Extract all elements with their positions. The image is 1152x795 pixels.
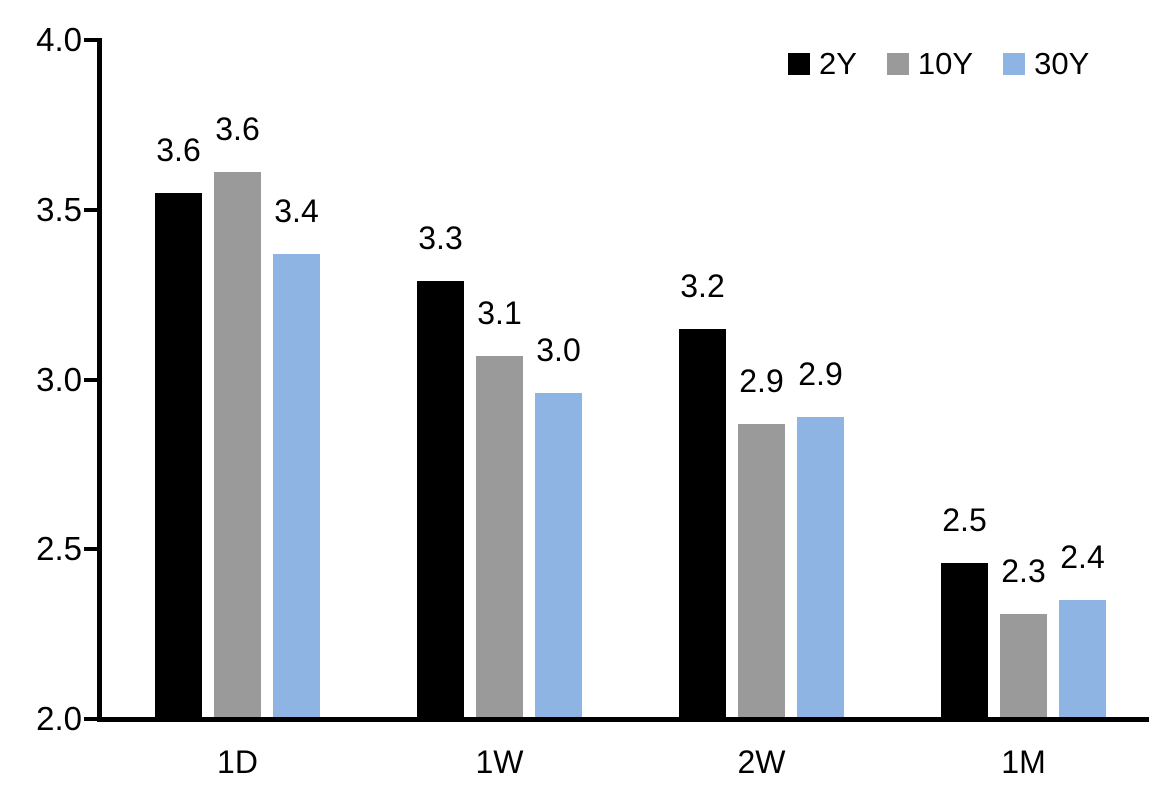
x-tick-label-2w: 2W — [737, 744, 786, 780]
legend-item-10y: 10Y — [886, 46, 974, 82]
y-tick-label: 2.5 — [36, 530, 82, 568]
bar-10y-2w — [738, 423, 785, 719]
y-tick — [84, 377, 98, 382]
data-label-30y-1d: 3.4 — [274, 192, 319, 229]
bar-30y-2w — [797, 416, 844, 719]
bar-2y-2w — [679, 328, 726, 719]
data-label-2y-1d: 3.6 — [156, 131, 201, 168]
bar-30y-1d — [273, 253, 320, 719]
y-tick-label: 2.0 — [36, 700, 82, 737]
bar-2y-1m — [941, 562, 988, 719]
bar-2y-1w — [417, 281, 464, 719]
legend-item-2y: 2Y — [788, 46, 857, 82]
legend-marker-icon — [788, 53, 810, 75]
bar-2y-1d — [155, 192, 202, 719]
x-axis-line — [97, 717, 1149, 722]
y-tick — [84, 38, 98, 42]
legend-marker-icon — [1003, 53, 1026, 75]
legend-label: 30Y — [1034, 46, 1090, 81]
y-tick — [84, 207, 98, 212]
data-label-2y-2w: 3.2 — [680, 267, 725, 304]
data-label-2y-1m: 2.5 — [942, 501, 987, 538]
data-label-10y-1w: 3.1 — [477, 294, 522, 331]
bar-10y-1w — [476, 355, 523, 719]
x-tick-label-1w: 1W — [475, 744, 524, 780]
bar-10y-1m — [1000, 613, 1047, 719]
legend-item-30y: 30Y — [1003, 46, 1089, 82]
legend-label: 10Y — [917, 46, 974, 81]
bar-10y-1d — [214, 172, 261, 719]
legend-marker-icon — [886, 53, 909, 75]
data-label-30y-1m: 2.4 — [1060, 539, 1105, 576]
x-tick-label-1m: 1M — [1001, 744, 1046, 780]
bar-30y-1m — [1059, 600, 1106, 719]
y-tick-label: 4.0 — [36, 21, 82, 58]
bar-30y-1w — [535, 393, 582, 719]
y-tick — [84, 547, 98, 552]
data-label-30y-2w: 2.9 — [798, 355, 843, 392]
y-tick-label: 3.0 — [36, 360, 82, 398]
x-tick-label-1d: 1D — [217, 744, 258, 780]
data-label-2y-1w: 3.3 — [418, 220, 463, 257]
y-tick-label: 3.5 — [36, 190, 82, 228]
data-label-10y-2w: 2.9 — [739, 362, 784, 399]
legend-label: 2Y — [819, 46, 857, 81]
y-tick — [84, 717, 98, 721]
data-label-10y-1d: 3.6 — [215, 111, 260, 148]
legend: 2Y 10Y 30Y — [788, 46, 1089, 82]
data-label-30y-1w: 3.0 — [536, 332, 581, 369]
data-label-10y-1m: 2.3 — [1001, 552, 1046, 589]
y-axis-line — [97, 38, 102, 722]
